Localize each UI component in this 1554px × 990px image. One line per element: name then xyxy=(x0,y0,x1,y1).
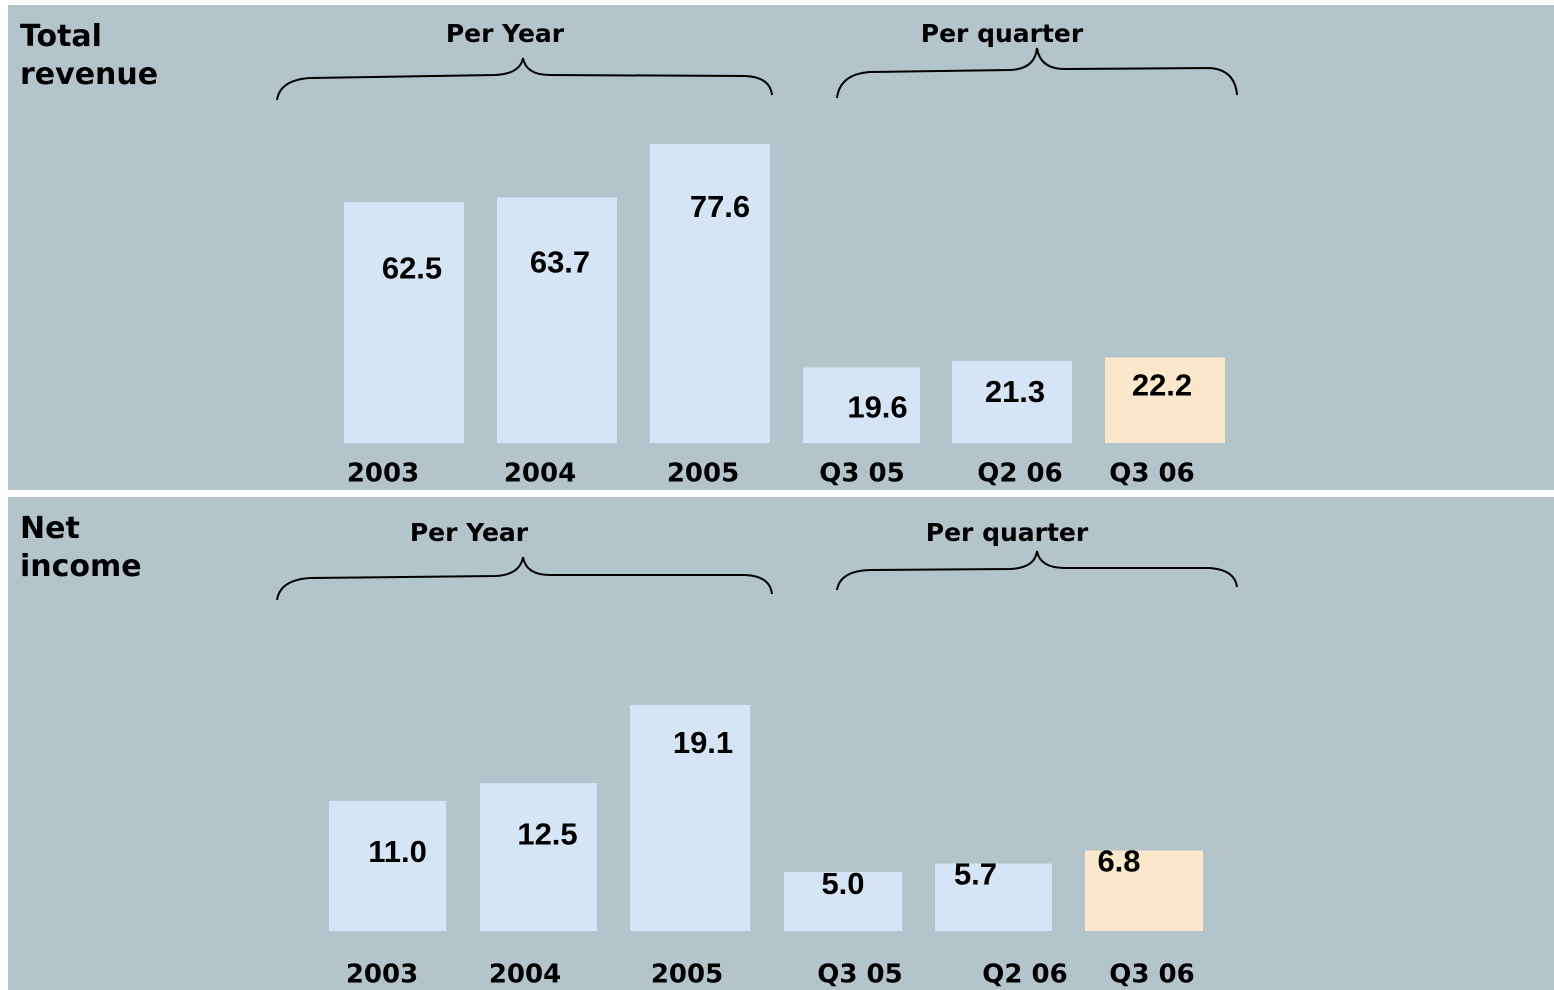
group-label: Per Year xyxy=(410,518,529,547)
bar xyxy=(650,144,770,443)
brace xyxy=(276,57,773,101)
value-label: 21.3 xyxy=(985,374,1045,409)
income-panel xyxy=(8,497,1554,990)
bar xyxy=(329,800,446,931)
bar xyxy=(1105,357,1225,443)
bar xyxy=(1085,850,1203,931)
x-tick-label: 2003 xyxy=(347,459,419,489)
x-tick-label: Q3 05 xyxy=(819,459,904,489)
value-label: 63.7 xyxy=(530,245,590,280)
bar xyxy=(784,871,902,931)
value-label: 19.6 xyxy=(847,390,907,425)
x-tick-label: 2004 xyxy=(489,960,561,990)
value-label: 5.7 xyxy=(954,857,997,892)
brace xyxy=(836,47,1238,99)
value-label: 12.5 xyxy=(517,816,577,851)
chart-title: Net income xyxy=(20,511,142,584)
value-label: 11.0 xyxy=(368,834,427,869)
value-label: 6.8 xyxy=(1097,844,1140,879)
group-label: Per quarter xyxy=(921,19,1084,48)
bar xyxy=(630,705,750,931)
value-label: 22.2 xyxy=(1132,368,1192,403)
bar xyxy=(480,783,597,931)
bar xyxy=(803,367,920,443)
x-tick-label: 2004 xyxy=(504,459,576,489)
brace xyxy=(836,550,1238,591)
value-label: 19.1 xyxy=(673,725,733,760)
brace xyxy=(276,556,773,601)
value-label: 77.6 xyxy=(690,189,750,224)
x-tick-label: Q3 05 xyxy=(817,960,902,990)
chart-title: Total revenue xyxy=(20,19,159,92)
bar xyxy=(935,863,1052,931)
value-label: 5.0 xyxy=(821,866,864,901)
value-label: 62.5 xyxy=(382,250,442,285)
bar xyxy=(344,202,464,443)
x-tick-label: Q3 06 xyxy=(1109,459,1194,489)
bar xyxy=(952,360,1072,443)
x-tick-label: 2005 xyxy=(667,459,739,489)
x-tick-label: Q2 06 xyxy=(982,960,1067,990)
revenue-panel xyxy=(8,5,1554,490)
x-tick-label: Q3 06 xyxy=(1109,960,1194,990)
x-tick-label: 2005 xyxy=(651,960,723,990)
bar xyxy=(497,197,617,443)
group-label: Per quarter xyxy=(926,518,1089,547)
x-tick-label: 2003 xyxy=(346,960,418,990)
x-tick-label: Q2 06 xyxy=(977,459,1062,489)
group-label: Per Year xyxy=(446,19,565,48)
